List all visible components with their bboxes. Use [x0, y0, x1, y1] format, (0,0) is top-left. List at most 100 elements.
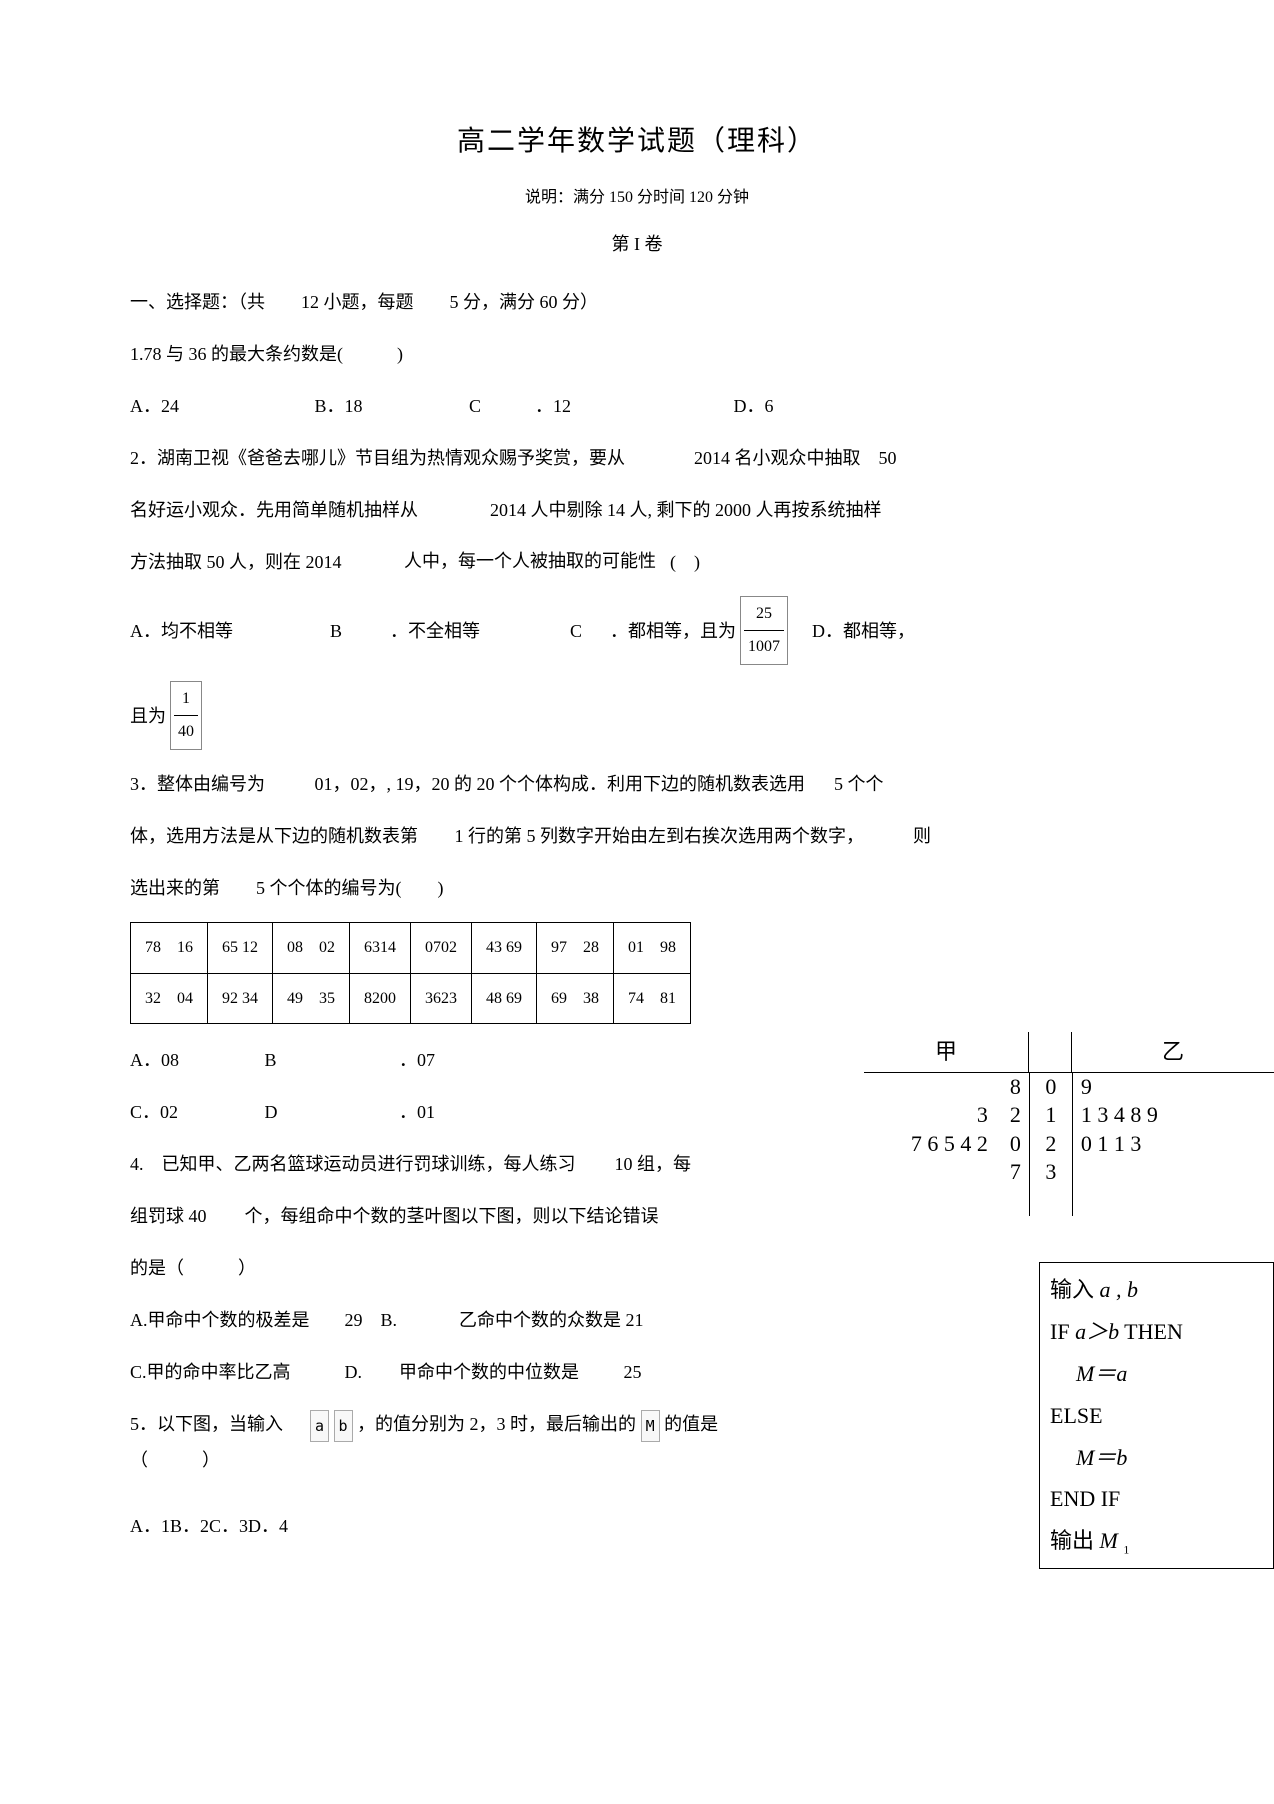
stemleaf-right-row: 9: [1081, 1073, 1274, 1102]
pseudo-l3: M＝a: [1076, 1361, 1127, 1386]
pseudo-l1b: a , b: [1100, 1277, 1139, 1302]
page-subtitle: 说明：满分 150 分时间 120 分钟: [130, 185, 1144, 211]
pseudo-l2c: THEN: [1119, 1319, 1183, 1344]
q2-opt-c2: ．都相等，且为: [610, 613, 736, 649]
section-label: 第 I 卷: [130, 230, 1144, 259]
stemleaf-mid-row: [1030, 1187, 1072, 1216]
q3-opt-d2: ．01: [399, 1102, 435, 1122]
table-cell: 49 35: [273, 973, 350, 1024]
q4-opt-ca: C.甲的命中率比乙高: [130, 1354, 340, 1390]
stemleaf-col-mid: 0 1 2 3: [1029, 1073, 1073, 1216]
pseudo-line: ELSE: [1050, 1395, 1263, 1437]
stemleaf-left-row: 7: [864, 1158, 1021, 1187]
q1-opt-d: D．6: [734, 396, 774, 416]
q2-opt-d: D．都相等，: [812, 613, 915, 649]
q2-frac-c-den: 1007: [744, 631, 784, 663]
stemleaf-mid-row: 2: [1030, 1130, 1072, 1159]
table-row: 32 04 92 34 49 35 8200 3623 48 69 69 38 …: [131, 973, 691, 1024]
pseudo-l7sub: 1: [1123, 1543, 1129, 1557]
q3-options-row2: C．02 D ．01: [130, 1094, 770, 1130]
var-a: a: [310, 1410, 329, 1442]
q3-line3: 选出来的第 5 个个体的编号为( ): [130, 870, 1144, 906]
q4-line2a: 组罚球 40: [130, 1198, 240, 1234]
q3-options-row1: A．08 B ．07: [130, 1042, 770, 1078]
q4-line1: 4. 已知甲、乙两名篮球运动员进行罚球训练，每人练习 10 组，每: [130, 1146, 770, 1182]
q4-line3: 的是（ ）: [130, 1250, 770, 1286]
pseudo-line: M＝b: [1050, 1437, 1263, 1479]
table-cell: 65 12: [208, 923, 273, 974]
q3-opt-b2: ．07: [399, 1050, 435, 1070]
pseudo-line: 输出 M 1: [1050, 1520, 1263, 1562]
table-cell: 01 98: [614, 923, 691, 974]
q2-line3c: ( ): [670, 544, 700, 580]
q1-opt-b: B．18: [315, 388, 465, 424]
q2-frac-c-num: 25: [744, 598, 784, 631]
stem-leaf-plot: 甲 乙 8 3 2 7 6 5 4 2 0 7 0 1 2 3 9 1 3 4 …: [864, 1032, 1274, 1215]
pseudo-l2b: a＞b: [1075, 1319, 1119, 1344]
stemleaf-mid-row: 1: [1030, 1101, 1072, 1130]
q2-line1: 2．湖南卫视《爸爸去哪儿》节目组为热情观众赐予奖赏，要从 2014 名小观众中抽…: [130, 440, 1144, 476]
q4-opt-ac: 乙命中个数的众数是 21: [459, 1310, 644, 1330]
q3-line1a: 3．整体由编号为: [130, 766, 310, 802]
pseudo-l7b: M: [1100, 1528, 1118, 1553]
q2-tail: 且为 1 40: [130, 681, 1144, 750]
q1-stem: 1.78 与 36 的最大条约数是( ): [130, 336, 1144, 372]
var-M: M: [641, 1410, 660, 1442]
q2-line2: 名好运小观众．先用简单随机抽样从 2014 人中剔除 14 人, 剩下的 200…: [130, 492, 1144, 528]
q2-tail-text: 且为: [130, 698, 166, 734]
q2-frac-d-num: 1: [174, 683, 198, 716]
stemleaf-right-row: 1 3 4 8 9: [1081, 1101, 1274, 1130]
pseudo-line: 输入 a , b: [1050, 1269, 1263, 1311]
q3-opt-d: D: [265, 1094, 395, 1130]
pseudo-line: IF a＞b THEN: [1050, 1311, 1263, 1353]
q2-frac-c: 25 1007: [740, 596, 788, 665]
stemleaf-left-row: 7 6 5 4 2 0: [864, 1130, 1021, 1159]
table-row: 78 16 65 12 08 02 6314 0702 43 69 97 28 …: [131, 923, 691, 974]
stemleaf-mid-row: 0: [1030, 1073, 1072, 1102]
table-cell: 0702: [411, 923, 472, 974]
table-cell: 08 02: [273, 923, 350, 974]
q5-line1a: 5．以下图，当输入: [130, 1414, 283, 1434]
table-cell: 3623: [411, 973, 472, 1024]
table-cell: 43 69: [472, 923, 537, 974]
q3-line2b: 1 行的第 5 列数字开始由左到右挨次选用两个数字，: [455, 826, 865, 846]
q4-line2b: 个，每组命中个数的茎叶图以下图，则以下结论错误: [245, 1206, 659, 1226]
q1-options: A．24 B．18 C ．12 D．6: [130, 388, 1144, 424]
stemleaf-header-left: 甲: [864, 1032, 1028, 1071]
stemleaf-header-mid: [1028, 1032, 1072, 1071]
stemleaf-header-right: 乙: [1072, 1032, 1274, 1071]
table-cell: 48 69: [472, 973, 537, 1024]
q2-line3b: 人中，每一个人被抽取的可能性: [390, 551, 670, 573]
q2-opt-b2: ．不全相等: [390, 613, 570, 649]
table-cell: 97 28: [537, 923, 614, 974]
q2-line3a: 方法抽取 50 人，则在 2014: [130, 544, 390, 580]
pseudo-line: M＝a: [1050, 1353, 1263, 1395]
q4-line1a: 4. 已知甲、乙两名篮球运动员进行罚球训练，每人练习: [130, 1154, 576, 1174]
q4-opts-row1: A.甲命中个数的极差是 29 B. 乙命中个数的众数是 21: [130, 1302, 770, 1338]
q2-frac-d: 1 40: [170, 681, 202, 750]
q3-opt-a: A．08: [130, 1042, 260, 1078]
q2-line1b: 2014 名小观众中抽取 50: [694, 448, 897, 468]
pseudocode-box: 输入 a , b IF a＞b THEN M＝a ELSE M＝b END IF…: [1039, 1262, 1274, 1569]
stemleaf-col-right: 9 1 3 4 8 9 0 1 1 3: [1073, 1073, 1274, 1216]
var-b: b: [334, 1410, 353, 1442]
q2-opt-c: C: [570, 613, 610, 649]
section1-header: 一、选择题：（共 12 小题，每题 5 分，满分 60 分）: [130, 284, 1144, 320]
table-cell: 32 04: [131, 973, 208, 1024]
stemleaf-col-left: 8 3 2 7 6 5 4 2 0 7: [864, 1073, 1029, 1216]
pseudo-l5: M＝b: [1076, 1445, 1127, 1470]
q4-line2: 组罚球 40 个，每组命中个数的茎叶图以下图，则以下结论错误: [130, 1198, 770, 1234]
q5-line1b: ，的值分别为 2，3 时，最后输出的: [357, 1414, 636, 1434]
q5-options: A．1B．2C．3D．4: [130, 1508, 770, 1544]
table-cell: 92 34: [208, 973, 273, 1024]
q1-opt-c: C ．12: [469, 388, 729, 424]
q3-opt-c: C．02: [130, 1094, 260, 1130]
random-number-table: 78 16 65 12 08 02 6314 0702 43 69 97 28 …: [130, 922, 691, 1024]
q3-line1b: 01，02，, 19，20 的 20 个个体构成．利用下边的随机数表选用: [315, 774, 806, 794]
stemleaf-right-row: 0 1 1 3: [1081, 1130, 1274, 1159]
pseudo-line: END IF: [1050, 1478, 1263, 1520]
q4-opt-ab: 29 B.: [345, 1302, 455, 1338]
q4-opts-row2: C.甲的命中率比乙高 D. 甲命中个数的中位数是 25: [130, 1354, 770, 1390]
pseudo-l2a: IF: [1050, 1319, 1075, 1344]
q2-options: A．均不相等 B ．不全相等 C ．都相等，且为 25 1007 D．都相等，: [130, 596, 1144, 665]
